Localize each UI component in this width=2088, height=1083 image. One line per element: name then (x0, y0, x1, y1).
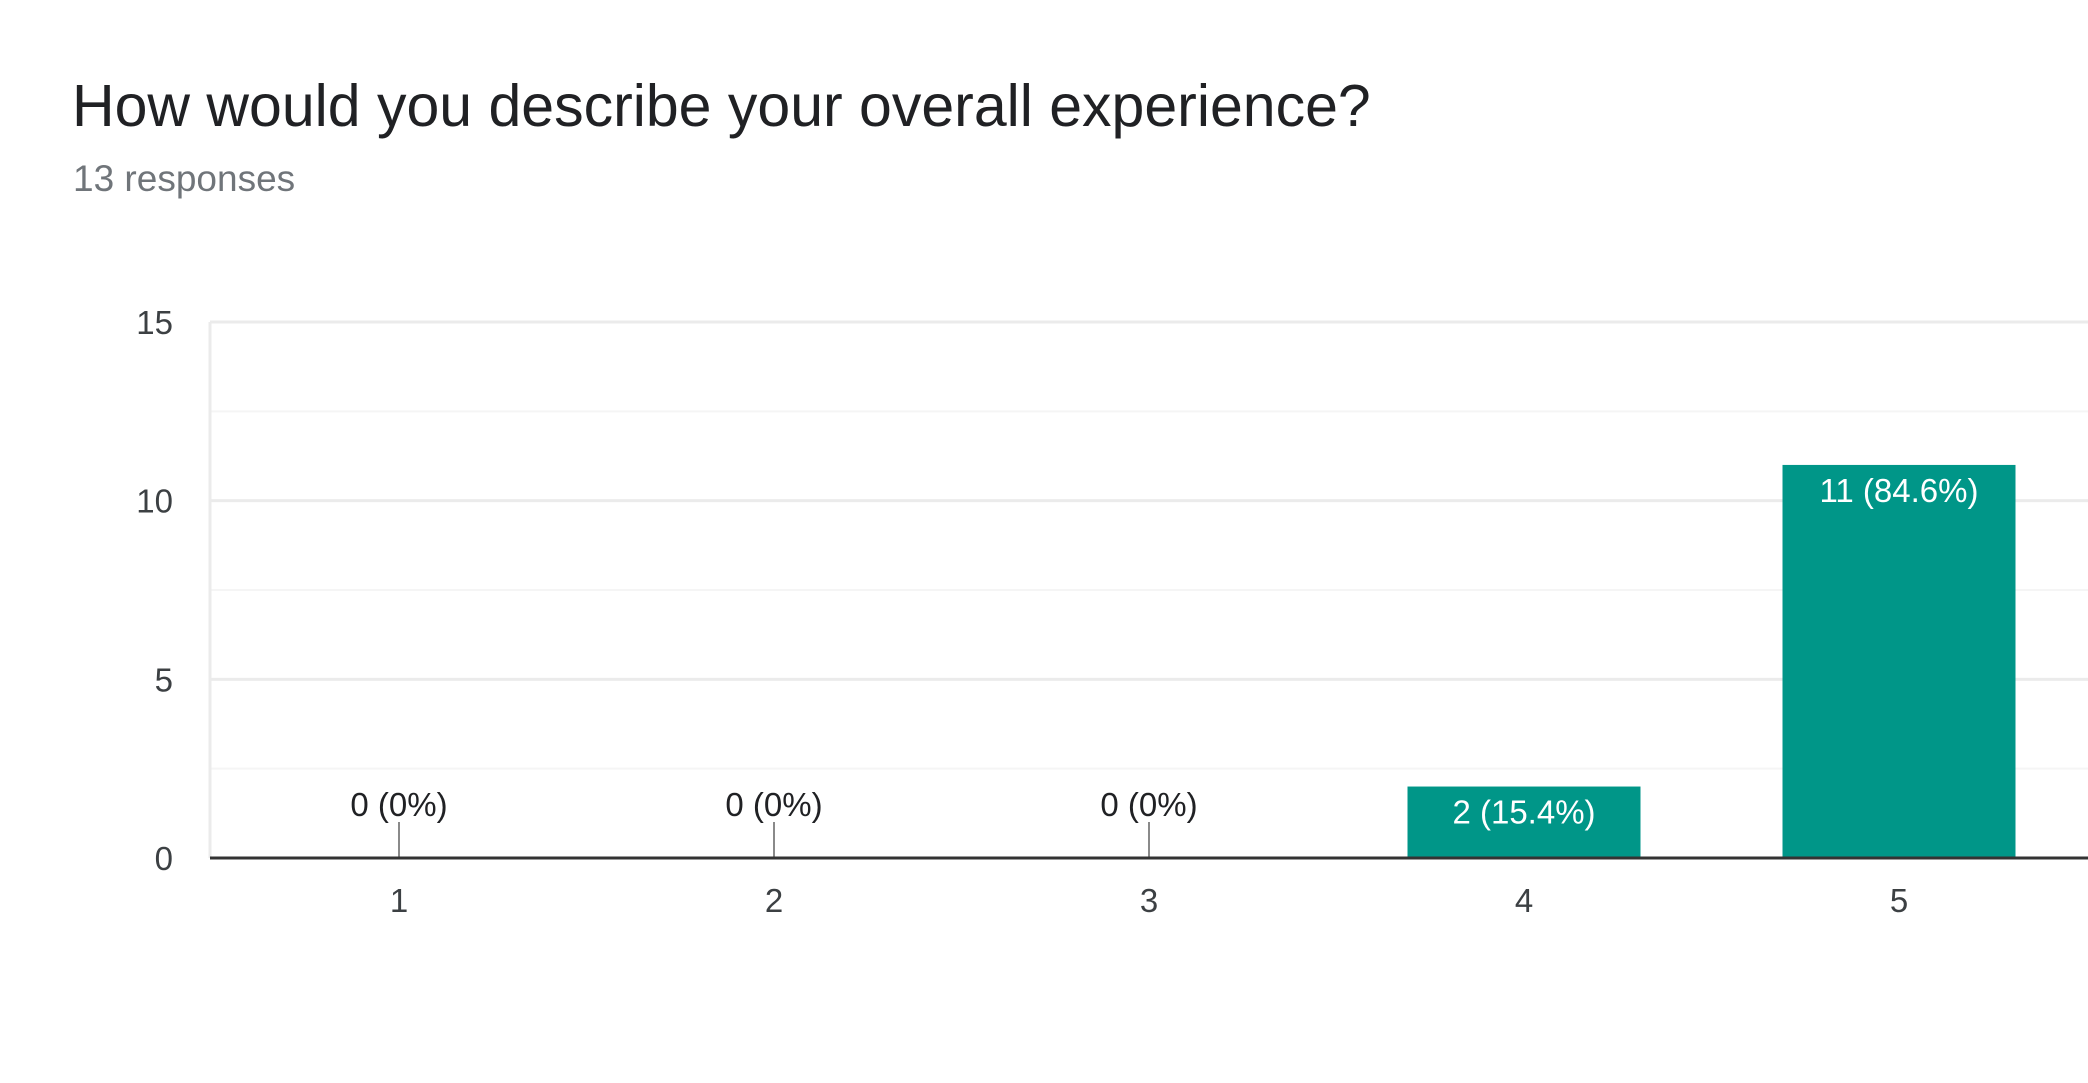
response-count: 13 responses (73, 158, 296, 199)
y-tick-label: 5 (155, 661, 173, 698)
x-tick-label-1: 1 (390, 882, 408, 919)
bar-5 (1782, 464, 2016, 858)
data-label-2: 0 (0%) (725, 786, 822, 823)
data-label-1: 0 (0%) (350, 786, 447, 823)
y-tick-label: 15 (136, 304, 173, 341)
x-tick-label-5: 5 (1890, 882, 1908, 919)
x-tick-label-4: 4 (1515, 882, 1533, 919)
y-tick-label: 10 (136, 483, 173, 520)
data-label-5: 11 (84.6%) (1820, 472, 1979, 509)
data-label-4: 2 (15.4%) (1452, 794, 1595, 831)
x-tick-label-3: 3 (1140, 882, 1158, 919)
data-label-3: 0 (0%) (1100, 786, 1197, 823)
bar-4 (1407, 786, 1641, 858)
y-tick-label: 0 (155, 840, 173, 877)
question-title: How would you describe your overall expe… (72, 73, 1371, 139)
x-tick-label-2: 2 (765, 882, 783, 919)
